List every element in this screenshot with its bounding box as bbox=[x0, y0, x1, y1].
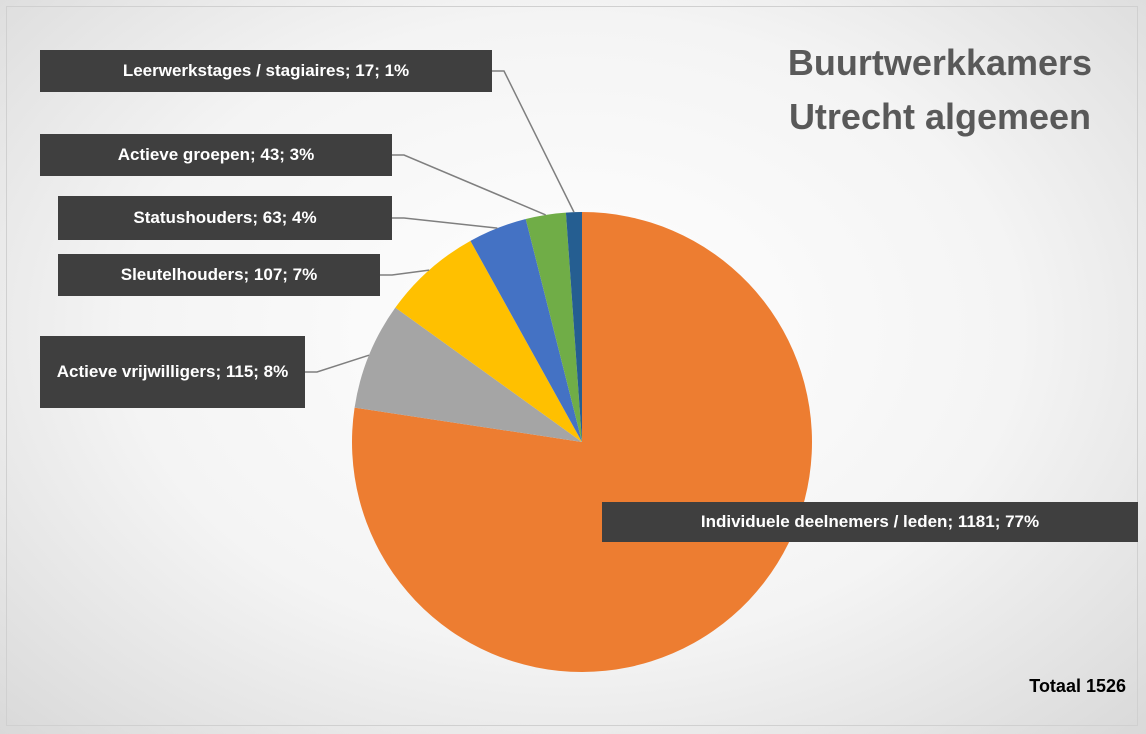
pie-slice bbox=[470, 218, 582, 442]
pie-slice bbox=[354, 307, 582, 442]
leader-line bbox=[392, 217, 498, 229]
data-label: Sleutelhouders; 107; 7% bbox=[58, 254, 380, 296]
chart-border bbox=[6, 6, 1138, 726]
leader-line bbox=[305, 354, 370, 373]
data-label: Actieve vrijwilligers; 115; 8% bbox=[40, 336, 305, 408]
chart-title: Buurtwerkkamers Utrecht algemeen bbox=[787, 42, 1093, 137]
data-label: Statushouders; 63; 4% bbox=[58, 196, 392, 240]
data-label: Leerwerkstages / stagiaires; 17; 1% bbox=[40, 50, 492, 92]
pie-slice bbox=[525, 212, 582, 442]
pie-slice bbox=[395, 240, 582, 442]
leader-line bbox=[492, 70, 575, 213]
leader-line bbox=[392, 154, 546, 216]
pie-slice bbox=[565, 212, 582, 442]
leader-line bbox=[380, 269, 430, 276]
data-label: Individuele deelnemers / leden; 1181; 77… bbox=[602, 502, 1138, 542]
data-label: Actieve groepen; 43; 3% bbox=[40, 134, 392, 176]
total-label: Totaal 1526 bbox=[1029, 676, 1126, 696]
